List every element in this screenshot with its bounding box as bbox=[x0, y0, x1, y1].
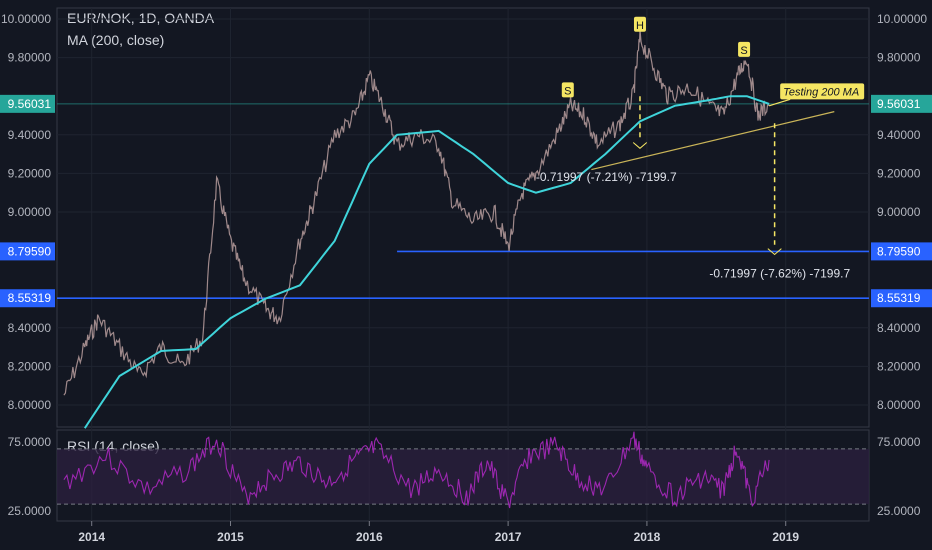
support-trendline[interactable] bbox=[591, 111, 835, 171]
level-price-tag-left bbox=[0, 289, 55, 308]
y-tick-label-left: 8.00000 bbox=[8, 398, 52, 412]
price-pane bbox=[56, 7, 870, 428]
y-tick-label-right: 9.00000 bbox=[877, 205, 921, 219]
x-tick-label: 2017 bbox=[495, 530, 522, 544]
x-tick-label: 2014 bbox=[78, 530, 105, 544]
level-price-tag-right bbox=[871, 242, 932, 261]
x-tick-label: 2015 bbox=[217, 530, 244, 544]
measured-move-label-1: -0.71997 (-7.21%) -7199.7 bbox=[536, 170, 677, 184]
rsi-tick-label-right: 75.0000 bbox=[877, 435, 921, 449]
level-price-label-left: 9.56031 bbox=[8, 97, 52, 111]
callout-label: Testing 200 MA bbox=[783, 86, 859, 98]
y-tick-label-left: 8.20000 bbox=[8, 359, 52, 373]
level-price-label-right: 8.55319 bbox=[877, 291, 921, 305]
callout-arrow bbox=[768, 98, 791, 107]
rsi-tick-label-left: 75.0000 bbox=[8, 435, 52, 449]
y-tick-label-left: 9.40000 bbox=[8, 128, 52, 142]
chart-title: EUR/NOK, 1D, OANDA bbox=[67, 10, 215, 26]
level-price-label-left: 8.79590 bbox=[8, 244, 52, 258]
y-tick-label-right: 8.00000 bbox=[877, 398, 921, 412]
right-shoulder-marker-label: S bbox=[740, 45, 747, 57]
head-marker-box bbox=[633, 16, 646, 32]
head-marker-label: H bbox=[636, 20, 644, 32]
x-tick-label: 2016 bbox=[356, 530, 383, 544]
y-tick-label-left: 9.00000 bbox=[8, 205, 52, 219]
level-price-tag-left bbox=[0, 94, 55, 113]
level-price-label-left: 8.55319 bbox=[8, 291, 52, 305]
left-shoulder-marker-label: S bbox=[564, 85, 571, 97]
rsi-line bbox=[63, 431, 770, 509]
rsi-band bbox=[57, 448, 869, 505]
level-price-label-right: 8.79590 bbox=[877, 244, 921, 258]
x-tick-label: 2018 bbox=[634, 530, 661, 544]
arrow-head-2 bbox=[767, 248, 782, 256]
price-series-line bbox=[63, 29, 770, 396]
y-tick-label-right: 9.80000 bbox=[877, 51, 921, 65]
right-shoulder-marker-box bbox=[738, 41, 751, 57]
y-tick-label-left: 8.40000 bbox=[8, 321, 52, 335]
level-price-tag-right bbox=[871, 94, 932, 113]
y-tick-label-left: 9.80000 bbox=[8, 51, 52, 65]
level-price-tag-right bbox=[871, 289, 932, 308]
y-tick-label-right: 9.40000 bbox=[877, 128, 921, 142]
y-tick-label-right: 8.20000 bbox=[877, 359, 921, 373]
arrow-head-1 bbox=[632, 142, 648, 149]
left-shoulder-marker-box bbox=[561, 82, 574, 98]
rsi-tick-label-right: 25.0000 bbox=[877, 504, 921, 518]
y-tick-label-left: 9.20000 bbox=[8, 166, 52, 180]
x-tick-label: 2019 bbox=[772, 530, 799, 544]
ma-200-line bbox=[83, 95, 770, 429]
y-tick-label-right: 9.20000 bbox=[877, 166, 921, 180]
y-tick-label-right: 10.00000 bbox=[877, 12, 927, 26]
y-tick-label-left: 10.00000 bbox=[1, 12, 51, 26]
measured-move-label-2: -0.71997 (-7.62%) -7199.7 bbox=[709, 267, 850, 281]
y-tick-label-right: 8.40000 bbox=[877, 321, 921, 335]
level-price-tag-left bbox=[0, 242, 55, 261]
rsi-tick-label-left: 25.0000 bbox=[8, 504, 52, 518]
level-price-label-right: 9.56031 bbox=[877, 97, 921, 111]
callout-box bbox=[780, 83, 865, 100]
